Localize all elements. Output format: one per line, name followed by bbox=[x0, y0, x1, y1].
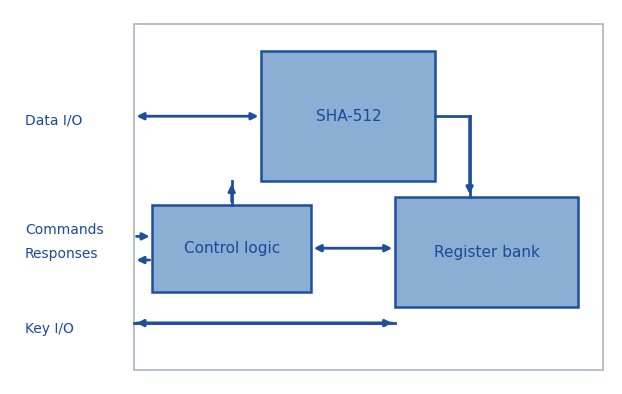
Bar bbox=[134, 24, 603, 370]
Bar bbox=[261, 51, 435, 181]
Text: Responses: Responses bbox=[25, 247, 98, 261]
Bar bbox=[152, 205, 311, 292]
Text: Commands: Commands bbox=[25, 223, 103, 238]
Bar bbox=[395, 197, 578, 307]
Text: Data I/O: Data I/O bbox=[25, 113, 82, 127]
Text: SHA-512: SHA-512 bbox=[315, 109, 381, 124]
Text: Key I/O: Key I/O bbox=[25, 322, 74, 336]
Text: Control logic: Control logic bbox=[183, 241, 280, 256]
Text: Register bank: Register bank bbox=[434, 245, 540, 260]
